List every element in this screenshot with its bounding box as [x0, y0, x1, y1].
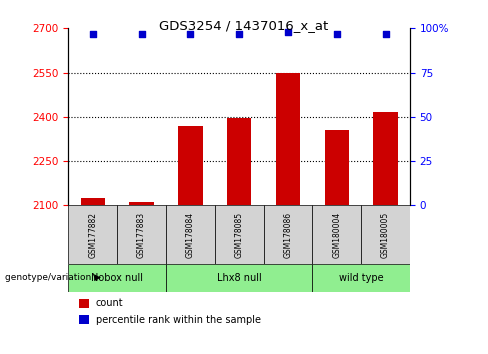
- Point: [382, 31, 389, 36]
- Bar: [117, 205, 166, 264]
- Bar: [129, 202, 154, 205]
- Text: GSM180004: GSM180004: [332, 211, 341, 258]
- Text: GSM178086: GSM178086: [284, 211, 292, 258]
- Bar: [166, 205, 215, 264]
- Bar: [166, 264, 312, 292]
- Bar: [79, 299, 89, 308]
- Point: [89, 31, 97, 36]
- Text: GSM178085: GSM178085: [235, 211, 244, 258]
- Text: count: count: [96, 298, 123, 308]
- Point: [235, 31, 243, 36]
- Text: GSM177883: GSM177883: [137, 211, 146, 258]
- Bar: [178, 126, 203, 205]
- Bar: [325, 130, 349, 205]
- Text: percentile rank within the sample: percentile rank within the sample: [96, 315, 261, 325]
- Bar: [361, 205, 410, 264]
- Bar: [312, 264, 410, 292]
- Bar: [276, 73, 300, 205]
- Bar: [79, 315, 89, 324]
- Text: genotype/variation ▶: genotype/variation ▶: [5, 273, 101, 282]
- Text: Nobox null: Nobox null: [91, 273, 143, 283]
- Point: [138, 31, 145, 36]
- Text: wild type: wild type: [339, 273, 384, 283]
- Point: [186, 31, 194, 36]
- Bar: [68, 205, 117, 264]
- Text: GSM177882: GSM177882: [88, 212, 97, 257]
- Bar: [227, 118, 251, 205]
- Text: GDS3254 / 1437016_x_at: GDS3254 / 1437016_x_at: [160, 19, 328, 33]
- Bar: [373, 113, 398, 205]
- Bar: [264, 205, 312, 264]
- Text: GSM180005: GSM180005: [381, 211, 390, 258]
- Bar: [215, 205, 264, 264]
- Text: GSM178084: GSM178084: [186, 211, 195, 258]
- Bar: [68, 264, 166, 292]
- Bar: [312, 205, 361, 264]
- Bar: [81, 198, 105, 205]
- Point: [284, 29, 292, 35]
- Text: Lhx8 null: Lhx8 null: [217, 273, 262, 283]
- Point: [333, 31, 341, 36]
